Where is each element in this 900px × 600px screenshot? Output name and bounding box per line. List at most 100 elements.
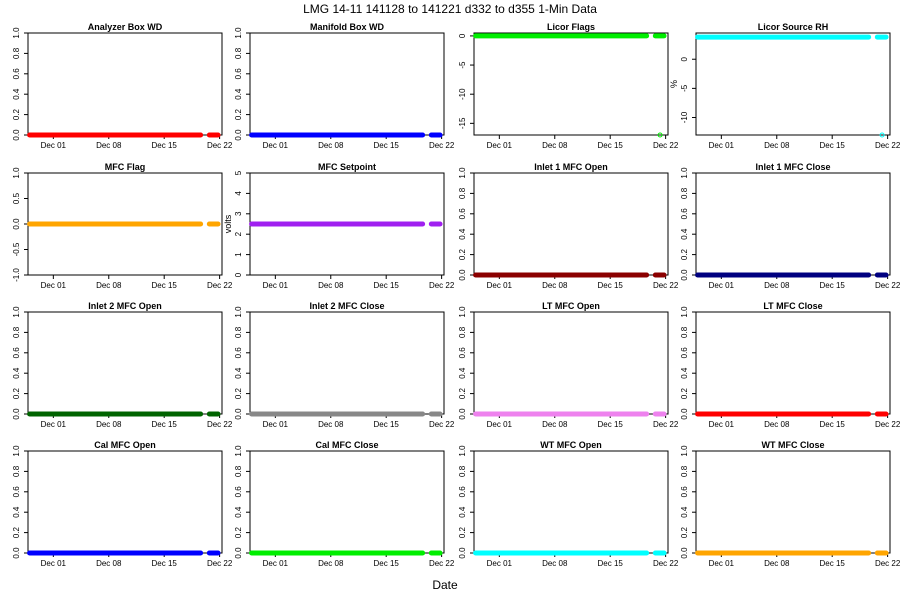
x-tick-label: Dec 15 (152, 281, 178, 290)
y-tick-label: 0 (234, 272, 243, 277)
x-tick-label: Dec 08 (96, 559, 122, 568)
panel-title: Inlet 1 MFC Close (755, 162, 830, 172)
x-tick-label: Dec 15 (820, 281, 846, 290)
plot-frame (473, 311, 669, 415)
y-tick-label: 0.4 (680, 228, 689, 240)
x-tick-label: Dec 01 (487, 559, 513, 568)
plot-frame (695, 311, 891, 415)
y-tick-label: 1.0 (234, 445, 243, 457)
chart-panel: Inlet 1 MFC Open 0.0 0.2 0.4 0.6 0.8 1.0 Dec 01… (458, 162, 679, 290)
y-tick-label: 0.4 (458, 367, 467, 379)
chart-panel: Analyzer Box WD 0.0 0.2 0.4 0.6 0.8 1.0 Dec 01 D… (12, 22, 233, 150)
y-tick-label: 0.4 (234, 506, 243, 518)
y-tick-label: 0.6 (458, 347, 467, 359)
x-tick-label: Dec 22 (653, 420, 679, 429)
y-tick-label: 0.6 (12, 68, 21, 80)
y-tick-label: 0.0 (12, 218, 21, 230)
y-tick-label: 0.8 (458, 326, 467, 338)
y-tick-label: 0.8 (458, 187, 467, 199)
y-tick-label: 0.4 (12, 506, 21, 518)
y-tick-label: 0.4 (234, 367, 243, 379)
y-tick-label: 0.8 (12, 326, 21, 338)
x-tick-label: Dec 01 (263, 281, 289, 290)
x-tick-label: Dec 22 (429, 559, 455, 568)
x-tick-label: Dec 22 (653, 559, 679, 568)
x-tick-label: Dec 22 (875, 141, 900, 150)
chart-panel: WT MFC Open 0.0 0.2 0.4 0.6 0.8 1.0 Dec 01 Dec 0… (458, 440, 679, 568)
x-tick-label: Dec 22 (653, 141, 679, 150)
y-tick-label: 0.8 (234, 326, 243, 338)
y-tick-label: 0.6 (12, 347, 21, 359)
chart-panel: LT MFC Open 0.0 0.2 0.4 0.6 0.8 1.0 Dec 01 Dec 0… (458, 301, 679, 429)
y-tick-label: 0.6 (12, 486, 21, 498)
chart-panel: MFC Flag -1.0 -0.5 0.0 0.5 1.0 Dec 01 Dec 08 Dec… (12, 162, 233, 290)
y-tick-label: 0.2 (12, 108, 21, 120)
panel-title: Cal MFC Close (315, 440, 378, 450)
y-tick-label: 0.6 (458, 486, 467, 498)
x-tick-label: Dec 15 (820, 141, 846, 150)
y-tick-label: 0.4 (680, 506, 689, 518)
y-tick-label: -5 (458, 61, 467, 69)
y-tick-label: 0.2 (458, 387, 467, 399)
figure-title: LMG 14-11 141128 to 141221 d332 to d355 … (303, 2, 597, 16)
x-tick-label: Dec 15 (152, 420, 178, 429)
x-tick-label: Dec 22 (875, 281, 900, 290)
y-tick-label: 0.0 (234, 129, 243, 141)
y-tick-label: 0.2 (234, 387, 243, 399)
x-tick-label: Dec 15 (374, 281, 400, 290)
y-tick-label: 1.0 (680, 445, 689, 457)
y-tick-label: 0 (458, 33, 467, 38)
y-tick-label: 0.4 (234, 88, 243, 100)
x-tick-label: Dec 22 (875, 559, 900, 568)
plot-frame (695, 172, 891, 276)
y-tick-label: 1.0 (12, 27, 21, 39)
x-tick-label: Dec 01 (263, 141, 289, 150)
x-axis-label: Date (432, 578, 458, 592)
chart-panel: Licor Source RH 0 -5 -10% Dec 01 Dec 08 Dec 15… (669, 22, 900, 150)
y-tick-label: -0.5 (12, 242, 21, 256)
y-tick-label: 1.0 (12, 306, 21, 318)
panel-title: Manifold Box WD (310, 22, 384, 32)
y-tick-label: 0.8 (234, 465, 243, 477)
plot-frame (473, 32, 669, 136)
y-tick-label: 0.6 (234, 486, 243, 498)
chart-panel: Licor Flags 0 -5 -10 -15 Dec 01 Dec 08 Dec 15 De… (458, 22, 679, 150)
chart-panel: MFC Setpoint 0 1 2 3 4 5 volts Dec 01 Dec 08 Dec 1… (223, 162, 455, 290)
x-tick-label: Dec 15 (374, 420, 400, 429)
y-tick-label: 0.0 (680, 547, 689, 559)
y-tick-label: 1.0 (234, 27, 243, 39)
x-tick-label: Dec 01 (487, 420, 513, 429)
x-tick-label: Dec 08 (764, 141, 790, 150)
y-axis-label: volts (223, 214, 233, 233)
x-tick-label: Dec 08 (96, 281, 122, 290)
x-tick-label: Dec 08 (318, 559, 344, 568)
panel-title: LT MFC Close (763, 301, 822, 311)
y-tick-label: 0.2 (680, 387, 689, 399)
x-tick-label: Dec 01 (709, 559, 735, 568)
x-tick-label: Dec 01 (41, 559, 67, 568)
x-tick-label: Dec 08 (96, 141, 122, 150)
x-tick-label: Dec 01 (41, 141, 67, 150)
chart-panel: Cal MFC Open 0.0 0.2 0.4 0.6 0.8 1.0 Dec 01 Dec … (12, 440, 233, 568)
x-tick-label: Dec 15 (598, 141, 624, 150)
y-tick-label: 1 (234, 252, 243, 257)
y-tick-label: 3 (234, 211, 243, 216)
x-tick-label: Dec 22 (207, 559, 233, 568)
y-tick-label: 0.0 (680, 269, 689, 281)
y-tick-label: 0.2 (12, 526, 21, 538)
x-tick-label: Dec 22 (653, 281, 679, 290)
x-tick-label: Dec 01 (487, 141, 513, 150)
y-tick-label: 1.0 (458, 167, 467, 179)
x-tick-label: Dec 15 (374, 559, 400, 568)
y-tick-label: -1.0 (12, 268, 21, 282)
x-tick-label: Dec 08 (96, 420, 122, 429)
y-tick-label: 0.8 (680, 187, 689, 199)
y-tick-label: 0.8 (12, 465, 21, 477)
y-tick-label: 0.0 (458, 269, 467, 281)
x-tick-label: Dec 15 (820, 420, 846, 429)
x-tick-label: Dec 15 (152, 559, 178, 568)
y-tick-label: 0.0 (234, 408, 243, 420)
x-tick-label: Dec 15 (820, 559, 846, 568)
y-tick-label: 0.2 (234, 108, 243, 120)
y-tick-label: 0.0 (458, 547, 467, 559)
